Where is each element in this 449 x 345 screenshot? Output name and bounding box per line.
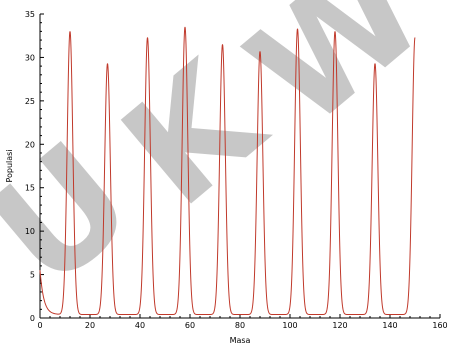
x-tick-label: 120 — [332, 321, 347, 330]
x-tick-label: 160 — [432, 321, 447, 330]
y-tick-label: 5 — [30, 271, 35, 280]
x-tick-label: 40 — [135, 321, 145, 330]
y-tick-label: 0 — [30, 314, 35, 323]
y-tick-label: 25 — [25, 97, 35, 106]
x-tick-label: 140 — [382, 321, 397, 330]
x-tick-label: 0 — [37, 321, 42, 330]
x-tick-label: 60 — [185, 321, 195, 330]
y-tick-label: 10 — [25, 227, 35, 236]
x-tick-label: 100 — [282, 321, 297, 330]
x-tick-label: 80 — [235, 321, 245, 330]
x-axis-title: Masa — [230, 336, 251, 345]
chart-tick-labels: 0 20 40 60 80 100 120 140 160 0 5 10 15 20 25 30 35 — [25, 10, 448, 330]
y-tick-label: 30 — [25, 53, 35, 62]
y-axis-title: Populasi — [5, 149, 14, 182]
y-tick-label: 35 — [25, 10, 35, 19]
y-tick-label: 20 — [25, 140, 35, 149]
x-tick-label: 20 — [85, 321, 95, 330]
series-line — [39, 26, 416, 316]
y-tick-label: 15 — [25, 184, 35, 193]
